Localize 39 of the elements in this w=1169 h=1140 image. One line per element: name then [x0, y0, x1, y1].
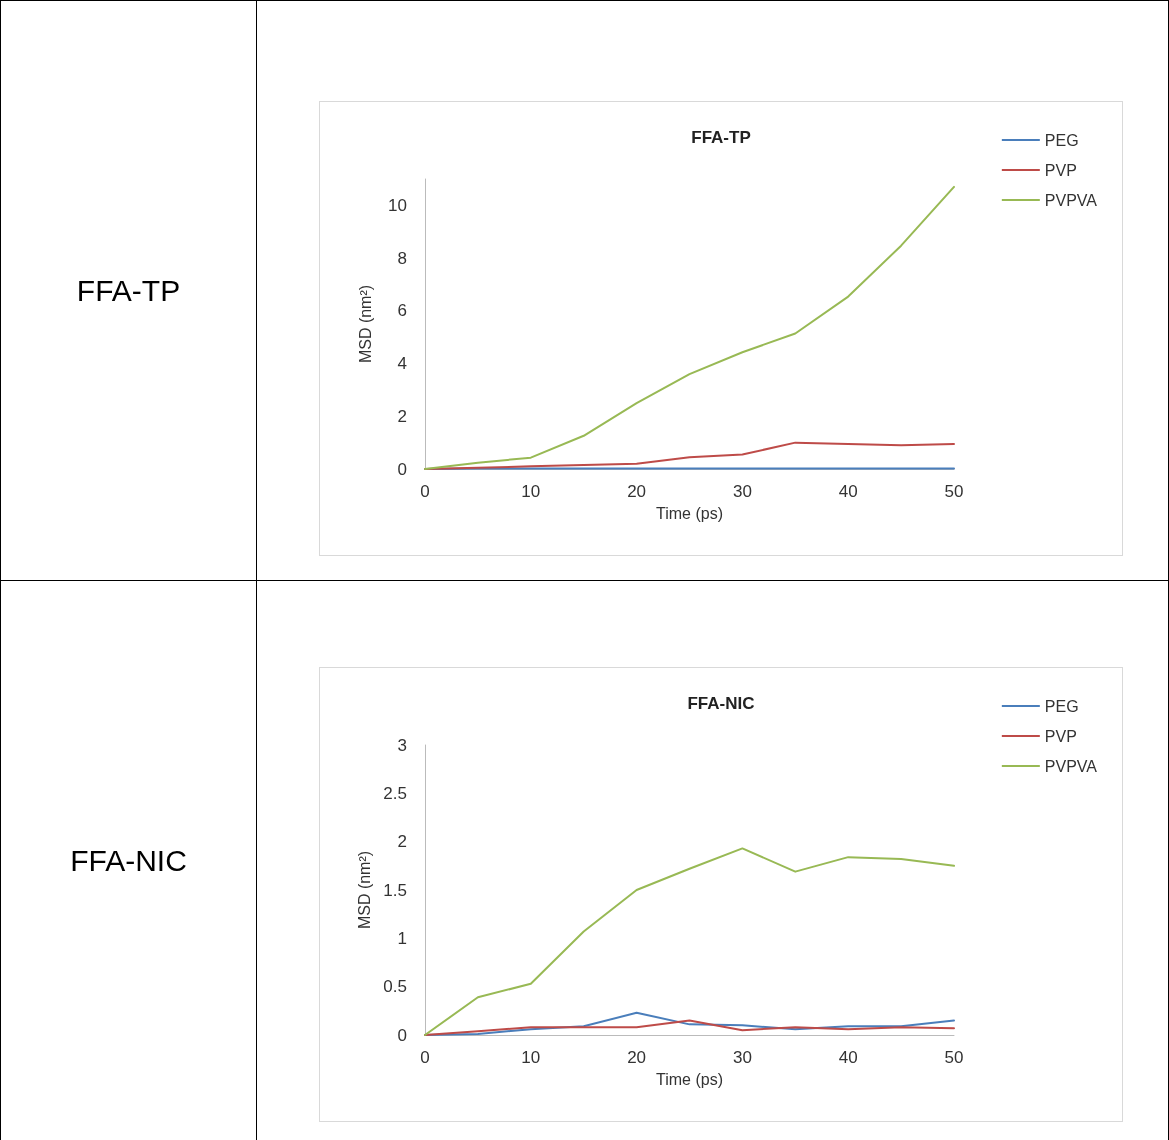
x-tick-label: 0 [420, 1048, 430, 1067]
legend-label: PVP [1044, 161, 1077, 179]
x-tick-label: 40 [838, 1048, 858, 1067]
y-tick-label: 8 [397, 248, 407, 268]
x-axis-title: Time (ps) [656, 504, 723, 522]
y-tick-label: 0 [397, 459, 407, 479]
legend-label: PEG [1044, 131, 1079, 149]
x-tick-label: 30 [732, 482, 752, 501]
y-axis-title: MSD (nm²) [355, 850, 373, 930]
text: FFA-TP [75, 273, 182, 308]
legend-label: PVPVA [1044, 757, 1098, 775]
y-tick-label: 0.5 [383, 977, 407, 997]
y-tick-label: 1 [397, 928, 407, 948]
x-tick-label: 10 [521, 1048, 541, 1067]
y-tick-label: 6 [397, 301, 407, 321]
y-tick-label: 2.5 [383, 783, 407, 803]
legend-label: PVPVA [1044, 191, 1098, 209]
y-tick-label: 10 [388, 195, 407, 215]
x-axis-title: Time (ps) [656, 1070, 723, 1088]
chart-title: FFA-NIC [687, 694, 755, 713]
y-tick-label: 1.5 [383, 880, 407, 900]
x-tick-label: 40 [838, 482, 858, 501]
y-tick-label: 0 [397, 1025, 407, 1045]
x-tick-label: 20 [627, 482, 647, 501]
y-tick-label: 2 [397, 832, 407, 852]
x-tick-label: 50 [944, 482, 964, 501]
x-tick-label: 30 [732, 1048, 752, 1067]
y-tick-label: 3 [397, 735, 407, 755]
x-tick-label: 10 [521, 482, 541, 501]
legend-label: PEG [1044, 697, 1079, 715]
legend-label: PVP [1044, 727, 1077, 745]
y-tick-label: 2 [397, 406, 407, 426]
text: FFA-NIC [69, 843, 188, 878]
y-axis-title: MSD (nm²) [356, 284, 374, 364]
y-tick-label: 4 [397, 354, 407, 374]
chart-title: FFA-TP [691, 128, 751, 147]
x-tick-label: 20 [627, 1048, 647, 1067]
x-tick-label: 50 [944, 1048, 964, 1067]
x-tick-label: 0 [420, 482, 430, 501]
